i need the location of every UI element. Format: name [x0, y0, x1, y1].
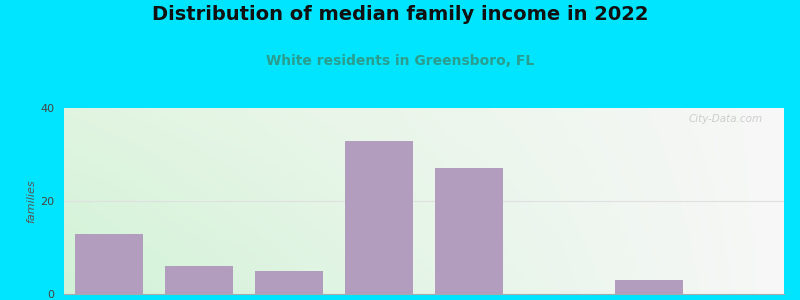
Bar	[255, 271, 322, 294]
Text: Distribution of median family income in 2022: Distribution of median family income in …	[152, 4, 648, 23]
Bar	[166, 266, 233, 294]
Y-axis label: families: families	[26, 179, 36, 223]
Text: City-Data.com: City-Data.com	[688, 114, 762, 124]
Bar	[435, 168, 502, 294]
Bar	[346, 140, 413, 294]
Bar	[615, 280, 682, 294]
Text: White residents in Greensboro, FL: White residents in Greensboro, FL	[266, 54, 534, 68]
Bar	[75, 233, 142, 294]
